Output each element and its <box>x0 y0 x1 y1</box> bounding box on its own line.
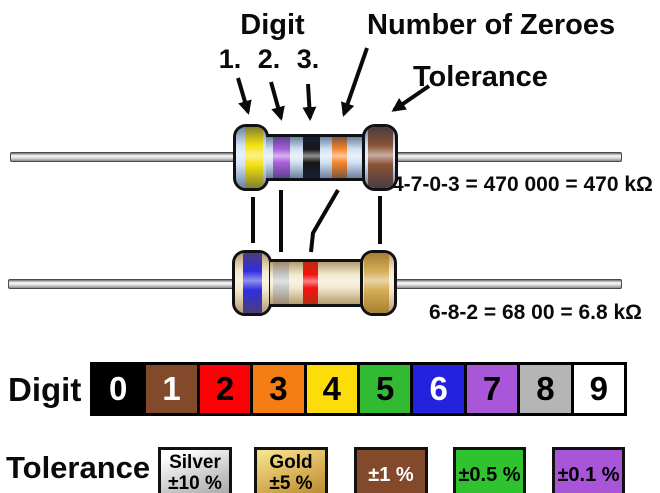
tolerance-box-purple: ±0.1 % <box>552 447 625 493</box>
tolerance-annotation-label: Tolerance <box>413 61 548 93</box>
tolerance-box-brown: ±1 % <box>354 447 428 493</box>
digit-annotation-label: Digit <box>240 9 305 41</box>
digit-cell-6: 6 <box>410 365 464 413</box>
digit-cell-1: 1 <box>143 365 197 413</box>
tolerance-box-line: ±10 % <box>168 473 222 493</box>
tolerance-box-line: Silver <box>169 452 221 473</box>
digit-cell-4: 4 <box>303 365 358 413</box>
tolerance-box-line: Gold <box>269 452 313 473</box>
tolerance-box-line: ±5 % <box>269 473 313 493</box>
digit-cell-8: 8 <box>517 365 571 413</box>
band-position-numbers: 1. 2. 3. <box>218 44 320 74</box>
digit-cell-5: 5 <box>357 365 411 413</box>
digit-cell-3: 3 <box>250 365 304 413</box>
tolerance-box-line: ±1 % <box>368 464 414 486</box>
resistor2-value-formula: 6-8-2 = 68 00 = 6.8 kΩ <box>429 301 642 324</box>
digit-cell-0: 0 <box>93 365 144 413</box>
tolerance-box-line: ±0.5 % <box>458 464 521 486</box>
digit-cell-7: 7 <box>463 365 518 413</box>
tolerance-box-line: ±0.1 % <box>557 464 620 486</box>
tolerance-box-gold: Gold ±5 % <box>254 447 328 493</box>
tolerance-row-label: Tolerance <box>6 450 151 485</box>
digit-cell-2: 2 <box>196 365 251 413</box>
tolerance-box-green: ±0.5 % <box>453 447 526 493</box>
resistor1-value-formula: 4-7-0-3 = 470 000 = 470 kΩ <box>392 173 653 196</box>
tolerance-box-silver: Silver ±10 % <box>158 447 232 493</box>
digit-cell-9: 9 <box>570 365 625 413</box>
number-of-zeroes-label: Number of Zeroes <box>367 9 616 41</box>
digit-row-label: Digit <box>8 371 82 408</box>
